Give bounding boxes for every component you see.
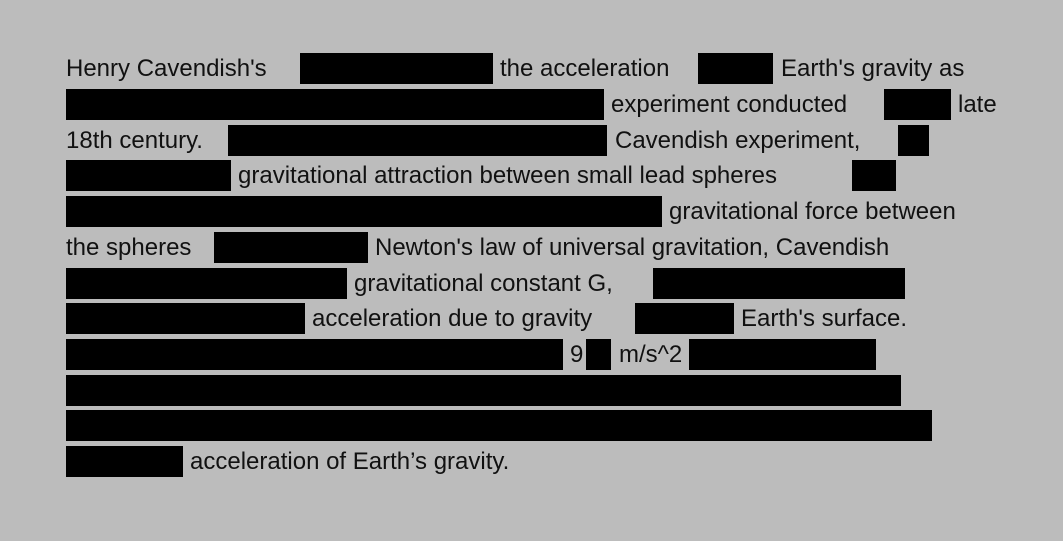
- document-line-5: gravitational force between: [0, 194, 1063, 230]
- redaction-box: [66, 446, 183, 477]
- text-fragment: experiment conducted: [611, 91, 848, 118]
- redaction-box: [586, 339, 611, 370]
- text-fragment: the acceleration: [500, 55, 670, 82]
- text-fragment: m/s^2: [619, 341, 683, 368]
- text-fragment: Henry Cavendish's: [66, 55, 267, 82]
- text-fragment: acceleration of Earth’s gravity.: [190, 448, 510, 475]
- redaction-box: [66, 268, 347, 299]
- redaction-box: [698, 53, 773, 84]
- text-fragment: gravitational constant G,: [354, 270, 613, 297]
- redaction-box: [66, 196, 662, 227]
- text-fragment: Newton's law of universal gravitation, C…: [375, 234, 890, 261]
- document-line-4: gravitational attraction between small l…: [0, 158, 1063, 194]
- redaction-box: [635, 303, 734, 334]
- redaction-box: [228, 125, 607, 156]
- text-fragment: late: [958, 91, 997, 118]
- redaction-box: [66, 303, 305, 334]
- redaction-box: [689, 339, 876, 370]
- document-line-6: the spheres Newton's law of universal gr…: [0, 230, 1063, 266]
- text-fragment: 18th century.: [66, 127, 203, 154]
- redaction-box: [214, 232, 368, 263]
- redaction-box: [898, 125, 929, 156]
- redaction-box: [66, 375, 901, 406]
- document-line-7: gravitational constant G,: [0, 266, 1063, 302]
- redaction-box: [66, 89, 604, 120]
- redaction-box: [66, 339, 563, 370]
- document-line-11: [0, 408, 1063, 444]
- document-line-8: acceleration due to gravity Earth's surf…: [0, 301, 1063, 337]
- document-line-3: 18th century. Cavendish experiment,: [0, 123, 1063, 159]
- document-line-10: [0, 373, 1063, 409]
- text-fragment: 9: [570, 341, 584, 368]
- document-line-12: acceleration of Earth’s gravity.: [0, 444, 1063, 480]
- text-fragment: acceleration due to gravity: [312, 305, 593, 332]
- redaction-box: [300, 53, 493, 84]
- text-fragment: Earth's gravity as: [781, 55, 965, 82]
- redaction-box: [653, 268, 905, 299]
- redaction-box: [852, 160, 896, 191]
- text-fragment: Earth's surface.: [741, 305, 907, 332]
- document-line-2: experiment conducted late: [0, 87, 1063, 123]
- text-fragment: gravitational force between: [669, 198, 956, 225]
- redaction-box: [884, 89, 951, 120]
- document-line-9: 9 m/s^2: [0, 337, 1063, 373]
- text-fragment: Cavendish experiment,: [615, 127, 861, 154]
- redaction-box: [66, 410, 932, 441]
- text-fragment: gravitational attraction between small l…: [238, 162, 777, 189]
- document-line-1: Henry Cavendish's the acceleration Earth…: [0, 51, 1063, 87]
- text-fragment: the spheres: [66, 234, 192, 261]
- redaction-box: [66, 160, 231, 191]
